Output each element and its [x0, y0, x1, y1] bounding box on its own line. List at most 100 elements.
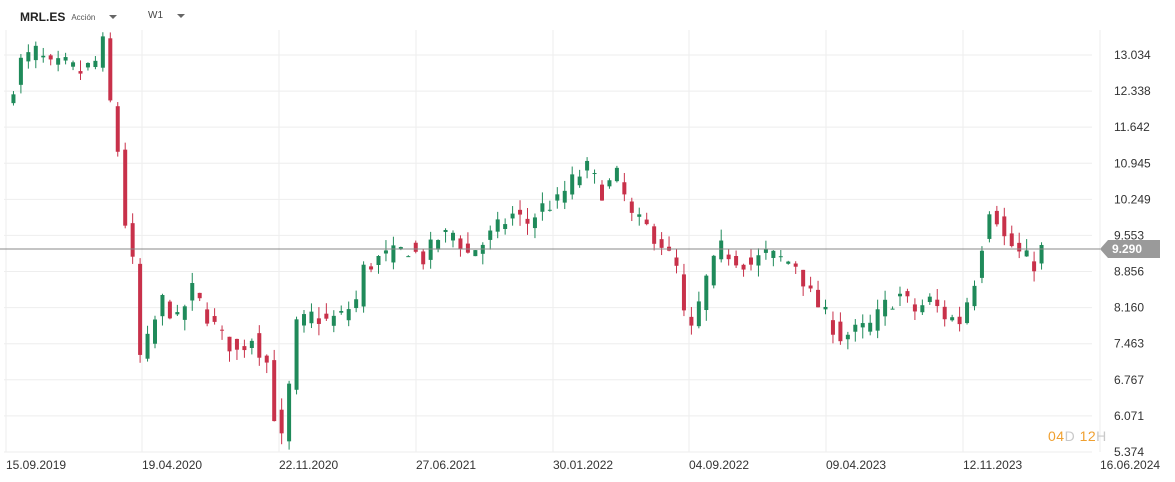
grid-lines [4, 30, 1101, 453]
candle-body [875, 309, 880, 331]
candle [518, 200, 523, 226]
symbol-selector[interactable]: MRL.ES Acción [20, 10, 118, 24]
candle [726, 249, 731, 266]
candle [845, 331, 850, 350]
candle-body [689, 316, 694, 326]
candle-body [220, 329, 225, 331]
candle-body [637, 214, 642, 217]
candle [480, 242, 485, 265]
candle [927, 293, 932, 305]
candle-body [838, 321, 843, 342]
candle-body [629, 201, 634, 213]
candle [294, 316, 299, 395]
candle [100, 32, 105, 72]
candle [302, 310, 306, 333]
candle-body [316, 318, 321, 324]
candle [71, 60, 76, 71]
candle-body [71, 62, 76, 67]
candle-body [458, 238, 463, 250]
candle [406, 255, 411, 258]
candle [763, 240, 768, 260]
candle [465, 232, 470, 254]
candle-body [965, 302, 970, 324]
candle-body [771, 250, 776, 258]
candle [920, 299, 925, 316]
y-tick-label: 10.249 [1114, 192, 1151, 206]
candle-body [749, 257, 753, 265]
candle [443, 228, 448, 243]
candle [853, 319, 858, 342]
candle-body [577, 176, 582, 186]
candle [965, 297, 970, 325]
candle [734, 250, 739, 268]
candle-body [503, 224, 508, 229]
candle-body [540, 203, 545, 212]
candle-body [823, 306, 828, 310]
candle [93, 56, 98, 70]
candle-body [108, 38, 113, 101]
candle-body [309, 311, 314, 324]
candle-body [681, 274, 686, 311]
candle [354, 290, 359, 313]
candle-body [696, 301, 701, 327]
candle [1017, 232, 1022, 259]
candle [257, 325, 262, 366]
candle-body [1009, 233, 1014, 247]
candle-body [41, 55, 46, 58]
candle-body [1017, 242, 1022, 252]
candle-body [853, 324, 858, 332]
y-axis: 13.034 12.338 11.642 10.945 10.249 9.553 8.856… [1114, 48, 1151, 459]
candle-body [652, 226, 657, 244]
candle [614, 165, 619, 183]
candle [123, 142, 128, 229]
candle [488, 225, 493, 250]
candles [11, 32, 1044, 450]
candle-body [26, 52, 31, 62]
candle [816, 280, 821, 308]
y-tick-label: 8.160 [1114, 301, 1144, 315]
interval-label: W1 [148, 10, 163, 21]
candle-body [562, 190, 567, 203]
candle-body [957, 316, 962, 325]
candle-body [413, 242, 418, 252]
candle [696, 291, 701, 329]
candle [26, 44, 31, 69]
candle [376, 255, 381, 274]
candle [324, 303, 329, 321]
candle-body [354, 299, 359, 309]
candle-body [555, 194, 560, 201]
candle-body [473, 250, 478, 257]
candle [11, 91, 16, 106]
candle [153, 315, 157, 349]
candle-body [525, 218, 530, 224]
candle-body [264, 355, 269, 363]
candle-body [383, 250, 388, 254]
candle [577, 169, 582, 188]
candle [562, 180, 567, 210]
candle [741, 263, 746, 277]
candle [391, 236, 396, 270]
candle [912, 298, 917, 321]
candle [1009, 225, 1014, 248]
candle [503, 218, 508, 235]
candle-body [406, 256, 411, 258]
candle [801, 269, 806, 296]
candle [287, 380, 292, 450]
candle-body [234, 338, 239, 350]
candle-body [994, 210, 999, 225]
candle [130, 213, 135, 264]
y-tick-label: 9.553 [1114, 228, 1144, 242]
candle-body [614, 167, 619, 182]
candle [585, 157, 590, 179]
candle [1032, 251, 1037, 282]
candle [78, 60, 83, 80]
candle [145, 325, 150, 362]
candle-body [391, 245, 396, 263]
interval-selector[interactable]: W1 [148, 10, 185, 21]
candle-body [346, 309, 351, 321]
candle [808, 276, 813, 293]
y-tick-label: 5.374 [1114, 445, 1144, 459]
y-tick-label: 8.856 [1114, 265, 1144, 279]
candle [749, 249, 753, 271]
